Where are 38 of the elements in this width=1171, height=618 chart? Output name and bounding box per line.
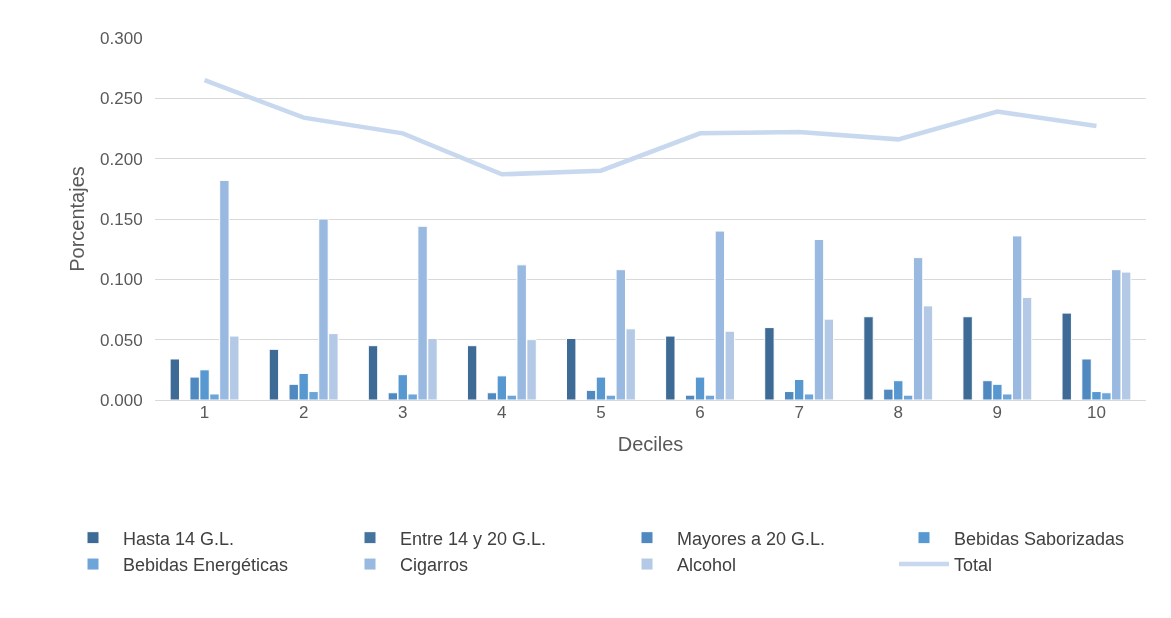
x-tick-label: 7 (794, 403, 804, 422)
legend-label: Cigarros (400, 555, 469, 576)
x-tick-label: 2 (298, 403, 309, 422)
x-tick-label: 5 (596, 403, 606, 422)
bar (962, 316, 973, 400)
x-tick-label: 10 (1086, 403, 1106, 422)
y-tick-label: 0.250 (100, 89, 143, 109)
legend-label: Total (954, 555, 993, 576)
y-tick-label: 0.000 (100, 390, 143, 410)
legend-label: Mayores a 20 G.L. (677, 528, 826, 549)
y-tick-label: 0.150 (100, 209, 143, 229)
legend-label: Bebidas Energéticas (123, 555, 289, 576)
legend-label: Entre 14 y 20 G.L. (400, 528, 547, 549)
bar (367, 345, 379, 400)
bar (466, 345, 478, 400)
legend-label: Alcohol (677, 555, 737, 576)
bar (268, 348, 280, 400)
bar (566, 337, 577, 400)
legend-label: Bebidas Saborizadas (954, 528, 1125, 549)
x-tick-label: 8 (893, 403, 903, 422)
bar (764, 327, 775, 400)
y-tick-label: 0.050 (100, 330, 143, 350)
x-tick-label: 3 (398, 403, 408, 422)
bar (1061, 312, 1072, 400)
x-axis-title: Deciles (617, 432, 684, 455)
y-axis-title: Porcentajes (65, 166, 88, 272)
x-tick-label: 1 (199, 403, 210, 422)
bar (169, 358, 181, 400)
x-tick-label: 4 (497, 403, 507, 422)
x-tick-label: 9 (992, 403, 1003, 422)
y-tick-label: 0.300 (100, 28, 143, 48)
x-tick-label: 6 (695, 403, 705, 422)
bar (665, 335, 676, 400)
line-series (202, 77, 1099, 177)
legend-label: Hasta 14 G.L. (123, 528, 235, 549)
bar (863, 316, 874, 400)
y-tick-label: 0.100 (100, 270, 143, 290)
y-tick-label: 0.200 (100, 149, 143, 169)
